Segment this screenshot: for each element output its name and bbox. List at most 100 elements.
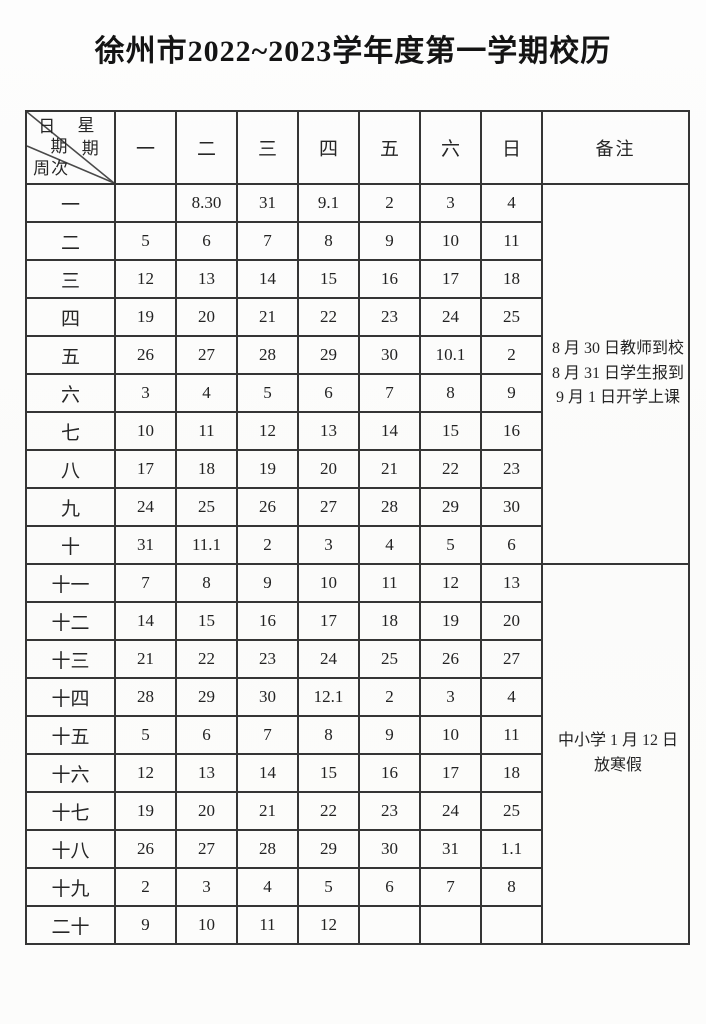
day-date-cell: 15 [419, 411, 482, 451]
day-date-cell: 20 [297, 449, 360, 489]
table-row: 十八 26 27 28 29 30 31 1.1 [25, 829, 689, 869]
calendar-header: 日 期 星 期 周次 一 二 三 四 五 六 日 备注 [25, 110, 691, 185]
week-number-cell: 十四 [25, 677, 116, 717]
day-date-cell: 11 [175, 411, 238, 451]
day-date-cell: 21 [236, 297, 299, 337]
day-date-cell: 29 [297, 829, 360, 869]
corner-weekday-char-1: 星 [77, 115, 95, 135]
day-date-cell: 5 [236, 373, 299, 413]
table-row: 十九 2 3 4 5 6 7 8 [25, 867, 689, 907]
day-header-thu: 四 [297, 110, 360, 185]
table-row: 十三 21 22 23 24 25 26 27 [25, 639, 689, 679]
day-date-cell: 12 [419, 563, 482, 603]
remark-line: 中小学 1 月 12 日 [558, 732, 679, 750]
day-date-cell: 10 [419, 715, 482, 755]
day-date-cell: 9 [480, 373, 543, 413]
day-date-cell: 4 [175, 373, 238, 413]
day-date-cell: 14 [114, 601, 177, 641]
day-date-cell: 23 [480, 449, 543, 489]
day-date-cell: 24 [419, 297, 482, 337]
day-date-cell: 31 [419, 829, 482, 869]
week-number-cell: 十一 [25, 563, 116, 603]
day-date-cell: 21 [236, 791, 299, 831]
day-date-cell: 8 [297, 221, 360, 261]
day-date-cell: 17 [114, 449, 177, 489]
day-date-cell: 11 [236, 905, 299, 945]
day-date-cell: 13 [480, 563, 543, 603]
table-row: 十五 5 6 7 8 9 10 11 [25, 715, 689, 755]
day-date-cell: 3 [297, 525, 360, 565]
day-date-cell: 14 [236, 753, 299, 793]
day-date-cell: 12 [114, 753, 177, 793]
day-date-cell: 8 [297, 715, 360, 755]
day-date-cell [419, 905, 482, 945]
week-number-cell: 十五 [25, 715, 116, 755]
day-date-cell: 13 [175, 259, 238, 299]
remark-line: 放寒假 [594, 757, 643, 774]
day-header-sat: 六 [419, 110, 482, 185]
day-date-cell: 4 [358, 525, 421, 565]
day-date-cell: 20 [480, 601, 543, 641]
table-row: 十一 7 8 9 10 11 12 13 中小学 1 月 12 日放寒假 [25, 563, 691, 945]
day-date-cell: 15 [297, 259, 360, 299]
day-date-cell: 9 [236, 563, 299, 603]
day-date-cell: 29 [419, 487, 482, 527]
day-date-cell: 23 [358, 297, 421, 337]
corner-week-label: 周次 [33, 159, 70, 179]
day-date-cell: 7 [358, 373, 421, 413]
day-date-cell [114, 183, 177, 223]
day-date-cell: 9.1 [297, 183, 360, 223]
day-date-cell [480, 905, 543, 945]
week-number-cell: 十七 [25, 791, 116, 831]
day-date-cell: 7 [236, 715, 299, 755]
day-date-cell: 20 [175, 297, 238, 337]
day-header-tue: 二 [175, 110, 238, 185]
week-number-cell: 四 [25, 297, 116, 337]
day-date-cell: 28 [236, 829, 299, 869]
day-date-cell: 4 [480, 183, 543, 223]
day-date-cell: 11.1 [175, 525, 238, 565]
week-number-cell: 六 [25, 373, 116, 413]
day-date-cell: 9 [114, 905, 177, 945]
table-row: 八 17 18 19 20 21 22 23 [25, 449, 689, 489]
day-date-cell: 3 [419, 183, 482, 223]
day-date-cell: 29 [297, 335, 360, 375]
day-date-cell: 19 [114, 791, 177, 831]
day-date-cell: 25 [480, 297, 543, 337]
day-date-cell: 30 [236, 677, 299, 717]
week-number-cell: 十二 [25, 601, 116, 641]
day-date-cell: 16 [358, 259, 421, 299]
remarks-text-block: 8 月 30 日教师到校 8 月 31 日学生报到 9 月 1 日开学上课 [543, 337, 688, 411]
day-date-cell: 8 [175, 563, 238, 603]
week-number-cell: 九 [25, 487, 116, 527]
day-date-cell: 10 [419, 221, 482, 261]
day-date-cell: 26 [419, 639, 482, 679]
week-number-cell: 三 [25, 259, 116, 299]
day-date-cell: 6 [175, 715, 238, 755]
day-date-cell: 24 [297, 639, 360, 679]
day-header-mon: 一 [114, 110, 177, 185]
day-date-cell: 8.30 [175, 183, 238, 223]
day-date-cell: 22 [297, 791, 360, 831]
day-date-cell: 19 [236, 449, 299, 489]
week-number-cell: 二十 [25, 905, 116, 945]
day-date-cell: 24 [114, 487, 177, 527]
day-date-cell: 27 [175, 829, 238, 869]
day-date-cell: 6 [358, 867, 421, 907]
table-row: 十二 14 15 16 17 18 19 20 [25, 601, 689, 641]
day-date-cell: 27 [480, 639, 543, 679]
day-date-cell: 17 [419, 259, 482, 299]
day-date-cell: 2 [358, 183, 421, 223]
header-row: 日 期 星 期 周次 一 二 三 四 五 六 日 备注 [25, 110, 691, 185]
day-date-cell: 11 [480, 221, 543, 261]
day-date-cell: 7 [419, 867, 482, 907]
day-date-cell: 22 [419, 449, 482, 489]
table-row: 十 31 11.1 2 3 4 5 6 [25, 525, 689, 565]
remarks-cell: 中小学 1 月 12 日放寒假 [540, 563, 691, 945]
day-date-cell: 25 [175, 487, 238, 527]
page-title: 徐州市2022~2023学年度第一学期校历 [94, 35, 612, 68]
day-date-cell: 15 [175, 601, 238, 641]
table-row: 十六 12 13 14 15 16 17 18 [25, 753, 689, 793]
